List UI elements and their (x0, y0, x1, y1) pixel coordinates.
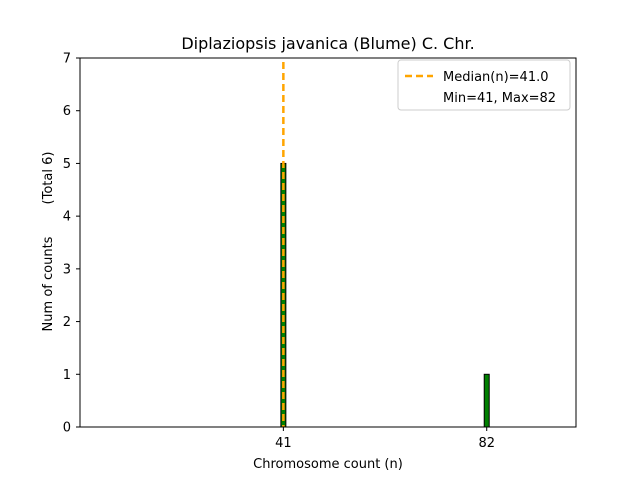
y-tick-label-6: 6 (63, 104, 71, 119)
y-tick-label-5: 5 (63, 157, 71, 172)
y-axis-label: Num of counts (41, 236, 56, 331)
x-axis-label: Chromosome count (n) (253, 457, 403, 472)
bar-82 (483, 373, 490, 428)
y-axis-total-label: (Total 6) (41, 152, 56, 205)
x-tick-label-41: 41 (275, 436, 292, 451)
legend-box (397, 59, 571, 111)
y-tick-label-2: 2 (63, 315, 71, 330)
y-tick-label-4: 4 (63, 210, 71, 225)
legend: Median(n)=41.0 Min=41, Max=82 (397, 59, 571, 111)
x-tick-label-82: 82 (478, 436, 495, 451)
y-tick-label-1: 1 (63, 368, 71, 383)
y-tick-label-7: 7 (63, 52, 71, 67)
y-tick-label-0: 0 (63, 421, 71, 436)
axes-frame (79, 57, 577, 428)
plot-area: 0 1 2 3 4 5 6 7 41 82 (63, 52, 577, 451)
chart-title: Diplaziopsis javanica (Blume) C. Chr. (181, 34, 474, 53)
legend-minmax-label: Min=41, Max=82 (443, 91, 556, 106)
y-tick-label-3: 3 (63, 262, 71, 277)
legend-median-label: Median(n)=41.0 (443, 70, 549, 85)
